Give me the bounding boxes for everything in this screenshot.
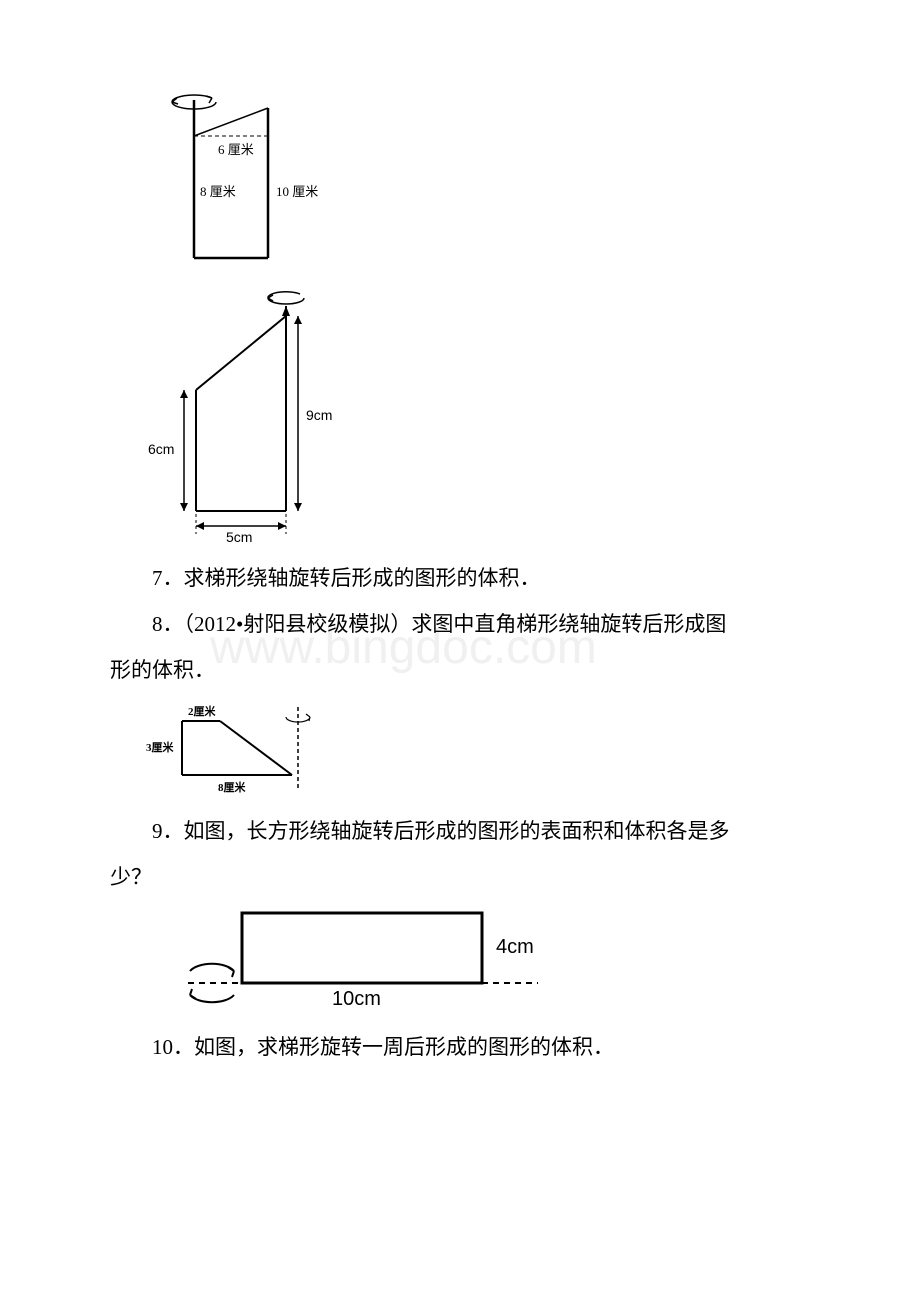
problem-9-line2: 少？	[110, 858, 810, 898]
content-area: 6 厘米 8 厘米 10 厘米	[110, 88, 810, 1068]
fig2-label-right: 9cm	[306, 407, 332, 423]
problem-8-line1: 8．（2012•射阳县校级模拟）求图中直角梯形绕轴旋转后形成图	[110, 605, 810, 645]
problem-7: 7．求梯形绕轴旋转后形成的图形的体积．	[110, 559, 810, 599]
fig3-label-top: 2厘米	[188, 704, 216, 718]
problem-10: 10．如图，求梯形旋转一周后形成的图形的体积．	[110, 1028, 810, 1068]
figure-1: 6 厘米 8 厘米 10 厘米	[140, 88, 810, 278]
fig1-label-right: 10 厘米	[276, 184, 318, 199]
problem-8-line2: 形的体积．	[110, 651, 810, 691]
figure-4: 4cm 10cm	[170, 905, 810, 1020]
fig1-label-left: 8 厘米	[200, 184, 236, 199]
figure-3: 2厘米 3厘米 8厘米	[140, 699, 810, 804]
problem-9-line1: 9．如图，长方形绕轴旋转后形成的图形的表面积和体积各是多	[110, 812, 810, 852]
fig2-label-bottom: 5cm	[226, 529, 252, 545]
fig4-label-right: 4cm	[496, 936, 534, 958]
fig2-label-left: 6cm	[148, 441, 174, 457]
fig3-label-left: 3厘米	[146, 740, 174, 754]
figure-2: 6cm 9cm 5cm	[140, 286, 810, 551]
fig1-label-top: 6 厘米	[218, 142, 254, 157]
fig3-label-bottom: 8厘米	[218, 780, 246, 794]
fig4-label-bottom: 10cm	[332, 988, 381, 1010]
